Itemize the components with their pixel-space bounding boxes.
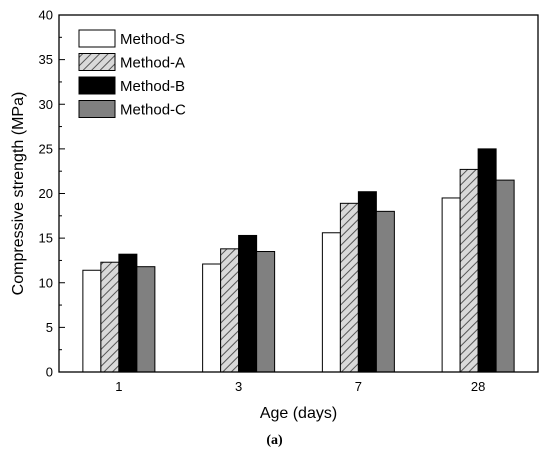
- bar-method-a-day-1: [100, 261, 120, 373]
- bar-method-a-day-7: [339, 202, 359, 373]
- bar-method-b-day-28: [477, 148, 497, 373]
- bar-method-s-day-1: [82, 269, 102, 373]
- y-tick-label: 35: [39, 52, 53, 67]
- y-tick-label: 30: [39, 97, 53, 112]
- x-tick-label: 1: [115, 379, 122, 394]
- bar-method-b-day-7: [357, 191, 377, 373]
- y-tick-label: 15: [39, 231, 53, 246]
- bar-method-a-day-3: [220, 248, 240, 373]
- x-tick-label: 28: [471, 379, 485, 394]
- bar-method-c-day-28: [495, 179, 515, 373]
- bar-method-c-day-3: [256, 251, 276, 373]
- legend-swatch-method-b: [78, 76, 116, 95]
- legend-label-method-c: Method-C: [120, 102, 186, 119]
- y-axis-ticks: 0 5 10 15 20 25 30 35 40: [39, 8, 65, 380]
- y-tick-label: 25: [39, 141, 53, 156]
- figure-caption: (a): [266, 433, 283, 448]
- y-tick-label: 20: [39, 186, 53, 201]
- bar-method-s-day-7: [321, 232, 341, 373]
- legend: Method-S Method-A Method-B Method-C: [78, 29, 186, 119]
- legend-label-method-b: Method-B: [120, 78, 185, 95]
- bar-method-c-day-7: [375, 210, 395, 373]
- y-tick-label: 0: [46, 365, 53, 380]
- x-axis-ticks: 1 3 7 28: [115, 366, 485, 394]
- x-tick-label: 7: [355, 379, 362, 394]
- bar-method-a-day-28: [459, 168, 479, 373]
- y-tick-label: 5: [46, 320, 53, 335]
- x-axis-label: Age (days): [260, 405, 337, 422]
- legend-swatch-method-a: [78, 53, 116, 71]
- bars: [82, 148, 515, 373]
- bar-method-s-day-28: [441, 197, 461, 373]
- bar-method-c-day-1: [136, 266, 156, 373]
- bar-method-s-day-3: [202, 263, 222, 373]
- y-axis-label: Compressive strength (MPa): [10, 92, 27, 296]
- legend-label-method-s: Method-S: [120, 31, 185, 48]
- legend-swatch-method-s: [78, 29, 116, 48]
- bar-method-b-day-1: [118, 253, 138, 373]
- y-tick-label: 40: [39, 8, 53, 23]
- bar-method-b-day-3: [238, 234, 258, 373]
- y-tick-label: 10: [39, 275, 53, 290]
- x-tick-label: 3: [235, 379, 242, 394]
- legend-swatch-method-c: [78, 100, 116, 118]
- legend-label-method-a: Method-A: [120, 55, 185, 72]
- plot-frame: [58, 14, 539, 373]
